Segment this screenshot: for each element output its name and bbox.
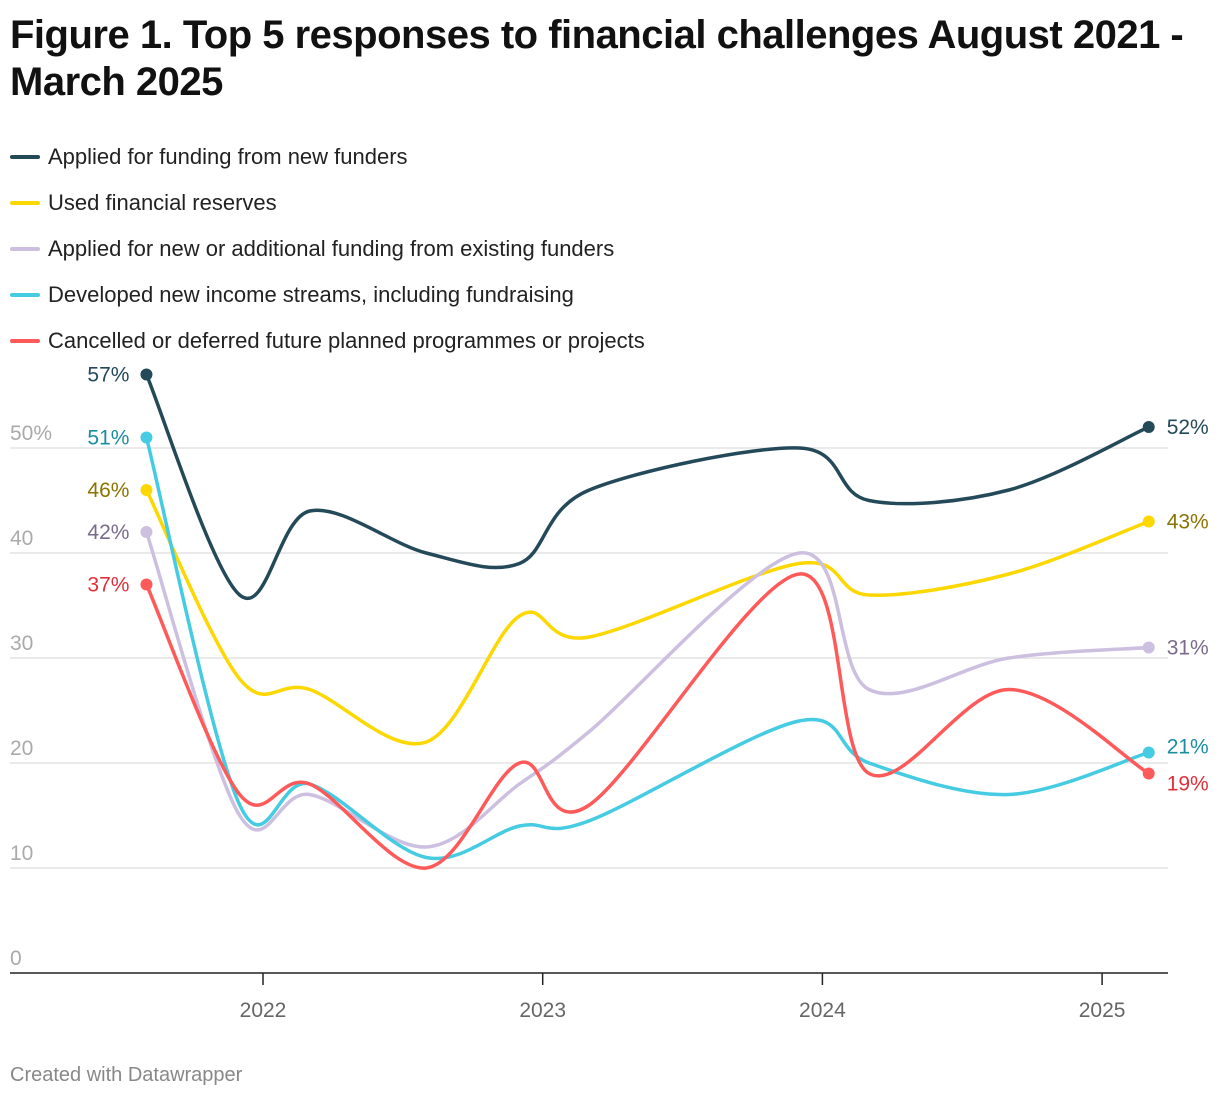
end-point: [1142, 746, 1155, 759]
legend-item: Cancelled or deferred future planned pro…: [10, 318, 645, 364]
end-point: [1142, 767, 1155, 780]
y-tick-label: 20: [10, 737, 33, 760]
y-tick-label: 10: [10, 842, 33, 865]
y-tick-label: 30: [10, 632, 33, 655]
legend-swatch: [10, 201, 40, 205]
start-point: [140, 484, 153, 496]
x-tick-label: 2025: [1079, 999, 1126, 1022]
start-point: [140, 578, 153, 591]
legend-item: Applied for funding from new funders: [10, 134, 645, 180]
start-point: [140, 431, 153, 444]
chart-title: Figure 1. Top 5 responses to financial c…: [10, 13, 1184, 104]
legend-item: Applied for new or additional funding fr…: [10, 226, 645, 272]
end-value-label: 52%: [1167, 416, 1209, 439]
legend-label: Developed new income streams, including …: [48, 282, 574, 307]
legend-label: Used financial reserves: [48, 190, 277, 215]
y-tick-label: 40: [10, 527, 33, 550]
x-tick-label: 2022: [240, 999, 287, 1022]
footer-credit: Created with Datawrapper: [10, 1064, 243, 1086]
series-line: [144, 572, 1150, 870]
x-tick-label: 2023: [519, 999, 566, 1022]
x-tick-label: 2024: [799, 999, 846, 1022]
start-point: [140, 368, 153, 381]
legend-swatch: [10, 155, 40, 159]
start-value-label: 42%: [87, 521, 129, 544]
end-point: [1142, 515, 1155, 528]
end-value-label: 31%: [1167, 637, 1209, 660]
legend-label: Applied for funding from new funders: [48, 144, 408, 169]
start-value-label: 51%: [87, 427, 129, 450]
legend-swatch: [10, 339, 40, 343]
end-value-label: 19%: [1167, 773, 1209, 796]
start-value-label: 37%: [87, 574, 129, 597]
start-value-label: 57%: [87, 364, 129, 387]
legend-label: Cancelled or deferred future planned pro…: [48, 328, 645, 353]
legend-item: Used financial reserves: [10, 180, 645, 226]
series-line: [144, 531, 1149, 849]
end-point: [1142, 641, 1155, 654]
legend-label: Applied for new or additional funding fr…: [48, 236, 615, 261]
start-value-label: 46%: [87, 479, 129, 502]
series-line: [144, 437, 1150, 861]
legend-swatch: [10, 293, 40, 297]
series-line: [144, 489, 1150, 746]
y-tick-label: 50%: [10, 422, 52, 445]
legend-item: Developed new income streams, including …: [10, 272, 645, 318]
end-value-label: 43%: [1167, 511, 1209, 534]
end-value-label: 21%: [1167, 736, 1209, 759]
legend: Applied for funding from new funders Use…: [10, 134, 645, 364]
legend-swatch: [10, 247, 40, 251]
series-line: [144, 373, 1150, 600]
end-point: [1142, 421, 1155, 433]
start-point: [140, 526, 153, 538]
y-tick-label: 0: [10, 947, 22, 970]
